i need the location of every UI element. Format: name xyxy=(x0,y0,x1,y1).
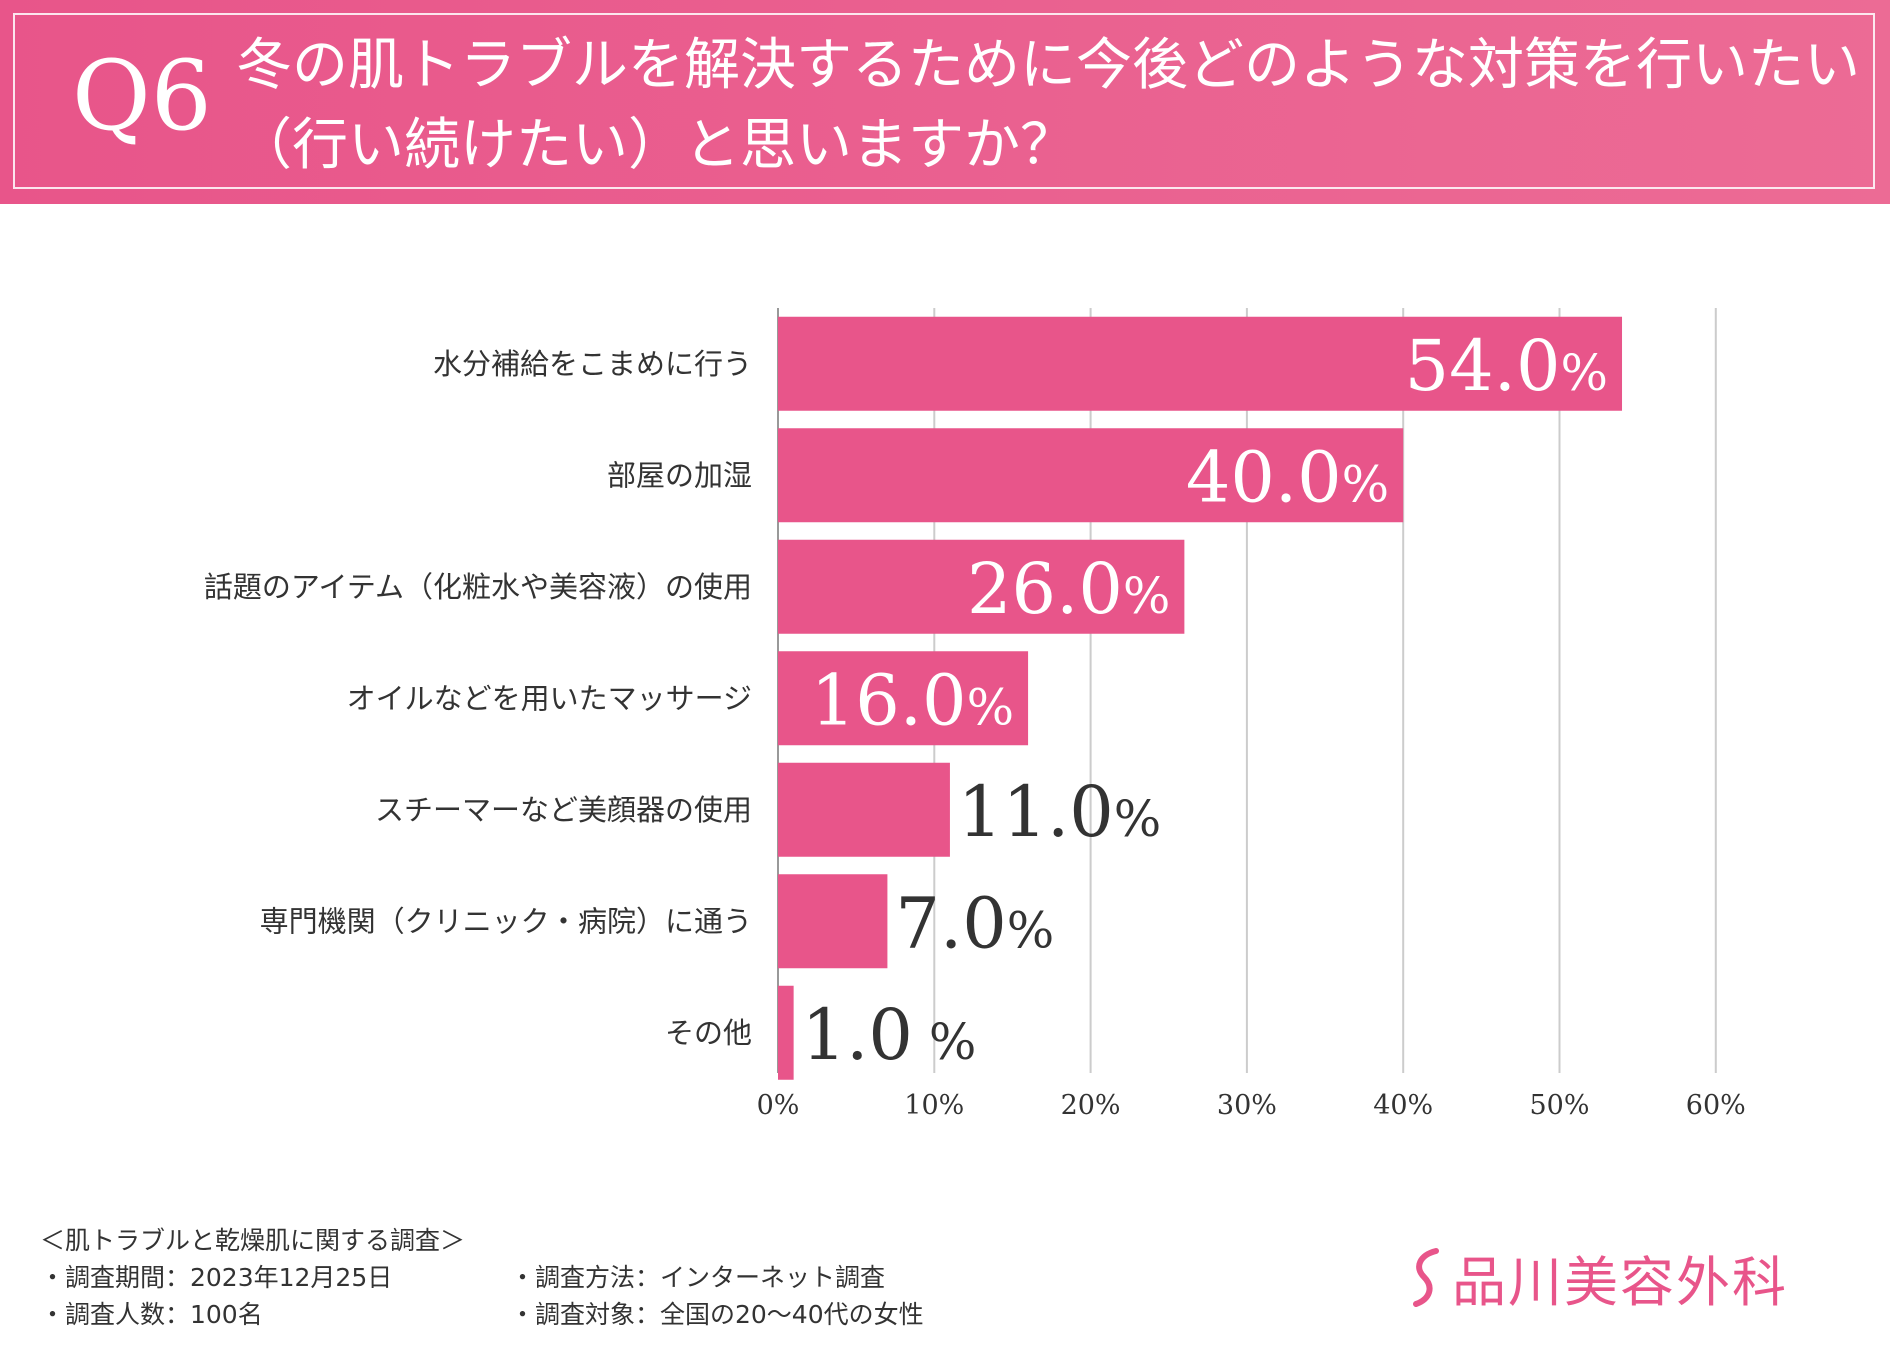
bar xyxy=(778,874,888,969)
header-frame xyxy=(13,13,1875,189)
value-label: 26.0% xyxy=(967,548,1170,630)
category-label: 専門機関（クリニック・病院）に通う xyxy=(260,904,752,938)
s-swoosh-icon xyxy=(1413,1248,1439,1307)
category-label: 話題のアイテム（化粧水や美容液）の使用 xyxy=(204,570,752,604)
value-label: 11.0% xyxy=(958,771,1161,853)
survey-method: ・調査方法：インターネット調査 xyxy=(510,1263,886,1292)
value-label: 1.0 % xyxy=(802,994,977,1076)
bar xyxy=(778,985,794,1080)
bar xyxy=(778,762,950,857)
category-label: 水分補給をこまめに行う xyxy=(433,347,752,381)
x-tick-label: 30% xyxy=(1217,1090,1277,1121)
value-label: 54.0% xyxy=(1405,325,1608,407)
value-label: 16.0% xyxy=(811,659,1014,741)
bar-chart: 0% 10% 20% 30% 40% 50% 60% 水分補給をこまめに行う 54.0% 部屋の加… xyxy=(204,308,1746,1121)
bar xyxy=(778,651,1029,746)
value-label: 40.0% xyxy=(1186,436,1389,518)
x-tick-label: 60% xyxy=(1686,1090,1746,1121)
question-number: Q6 xyxy=(72,40,212,152)
category-label: オイルなどを用いたマッサージ xyxy=(347,681,752,715)
x-tick-label: 10% xyxy=(904,1090,964,1121)
category-label: スチーマーなど美顔器の使用 xyxy=(375,793,752,827)
value-label: 7.0% xyxy=(895,882,1054,964)
header-banner: Q6 冬の肌トラブルを解決するために今後どのような対策を行いたい（行い続けたい）… xyxy=(0,0,1890,204)
category-label: その他 xyxy=(665,1016,752,1050)
survey-period: ・調査期間：2023年12月25日 xyxy=(40,1263,393,1292)
question-title: 冬の肌トラブルを解決するために今後どのような対策を行いたい（行い続けたい）と思い… xyxy=(236,33,1860,178)
bar xyxy=(778,539,1185,634)
bar xyxy=(778,316,1623,411)
x-tick-label: 50% xyxy=(1529,1090,1589,1121)
brand-logo: 品川美容外科 xyxy=(1410,1242,1788,1314)
survey-respondents: ・調査人数：100名 xyxy=(40,1300,263,1329)
brand-name: 品川美容外科 xyxy=(1452,1250,1788,1314)
survey-title: ＜肌トラブルと乾燥肌に関する調査＞ xyxy=(40,1226,466,1255)
x-tick-label: 0% xyxy=(757,1090,800,1121)
x-tick-label: 40% xyxy=(1373,1090,1433,1121)
bar xyxy=(778,428,1404,523)
survey-footer: ＜肌トラブルと乾燥肌に関する調査＞ ・調査期間：2023年12月25日 ・調査方… xyxy=(40,1222,924,1333)
category-label: 部屋の加湿 xyxy=(607,458,752,492)
survey-target: ・調査対象：全国の20～40代の女性 xyxy=(510,1300,924,1329)
x-tick-label: 20% xyxy=(1061,1090,1121,1121)
